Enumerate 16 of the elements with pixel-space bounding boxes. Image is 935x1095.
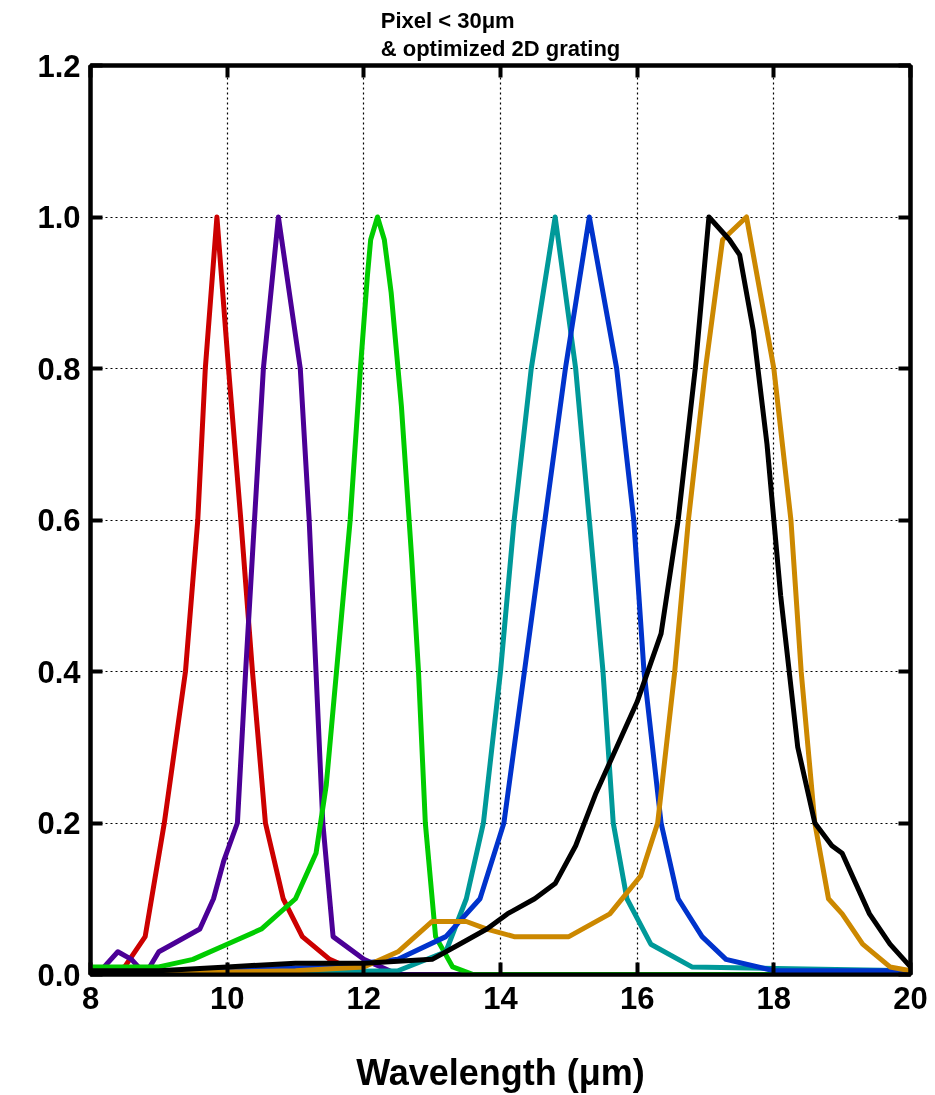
x-tick-label: 18: [756, 980, 792, 1016]
x-tick-label: 8: [81, 980, 100, 1016]
y-tick-label: 1.2: [37, 48, 81, 84]
y-tick-label: 0.8: [37, 351, 81, 387]
x-axis-title: Wavelength (μm): [356, 1051, 645, 1093]
x-tick-label: 14: [483, 980, 519, 1016]
y-tick-label: 0.0: [37, 957, 81, 993]
y-tick-label: 0.4: [37, 654, 82, 690]
chart-title: Pixel < 30μm & optimized 2D grating: [380, 8, 621, 61]
x-tick-label: 20: [893, 980, 928, 1016]
x-tick-label: 16: [619, 980, 655, 1016]
y-tick-label: 1.0: [37, 200, 81, 235]
y-tick-label: 0.2: [37, 806, 81, 841]
x-tick-label: 12: [346, 980, 382, 1016]
x-tick-label: 10: [209, 980, 245, 1016]
y-tick-label: 0.6: [37, 503, 81, 538]
